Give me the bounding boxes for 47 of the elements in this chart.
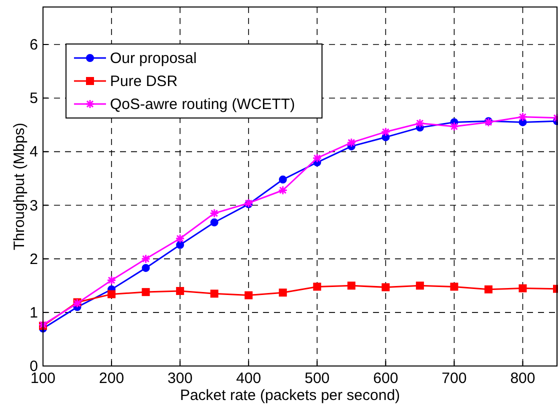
y-tick-label: 5 [30, 90, 38, 108]
x-tick-label: 400 [236, 370, 262, 387]
point [312, 153, 322, 163]
legend-label: QoS-awre routing (WCETT) [110, 96, 296, 113]
x-tick-label: 800 [510, 370, 536, 387]
point [449, 122, 459, 132]
point [210, 290, 218, 298]
point [176, 240, 184, 249]
point [380, 127, 390, 137]
x-tick-label: 300 [168, 370, 193, 387]
point [313, 282, 322, 291]
point [278, 288, 287, 297]
point [278, 186, 288, 195]
point [346, 138, 356, 148]
point [176, 286, 184, 295]
point [518, 112, 528, 122]
point [142, 264, 150, 272]
y-tick-label: 3 [30, 197, 38, 214]
x-tick-label: 700 [442, 370, 467, 387]
point [106, 276, 116, 286]
point [518, 284, 527, 292]
y-tick-label: 2 [30, 250, 38, 268]
x-tick-label: 600 [373, 370, 398, 387]
x-tick-label: 100 [30, 370, 56, 387]
point [244, 291, 253, 300]
point [108, 290, 116, 298]
point [210, 208, 220, 218]
y-axis-title: Throughput (Mbps) [11, 122, 28, 250]
x-tick-label: 500 [304, 370, 330, 387]
point [278, 176, 287, 184]
point [450, 282, 458, 291]
point [415, 118, 425, 128]
point [141, 254, 151, 264]
y-tick-label: 1 [30, 304, 38, 322]
legend-label: Our proposal [110, 50, 197, 67]
legend-label: Pure DSR [110, 73, 178, 90]
x-tick-label: 200 [99, 370, 124, 387]
x-axis-title: Packet rate (packets per second) [180, 387, 400, 404]
point [382, 283, 390, 292]
point [175, 234, 185, 244]
point [210, 218, 218, 226]
point [484, 285, 492, 294]
y-tick-label: 4 [30, 144, 38, 161]
point [416, 282, 424, 290]
point [347, 282, 356, 290]
point [142, 288, 150, 296]
y-tick-label: 6 [30, 36, 38, 54]
